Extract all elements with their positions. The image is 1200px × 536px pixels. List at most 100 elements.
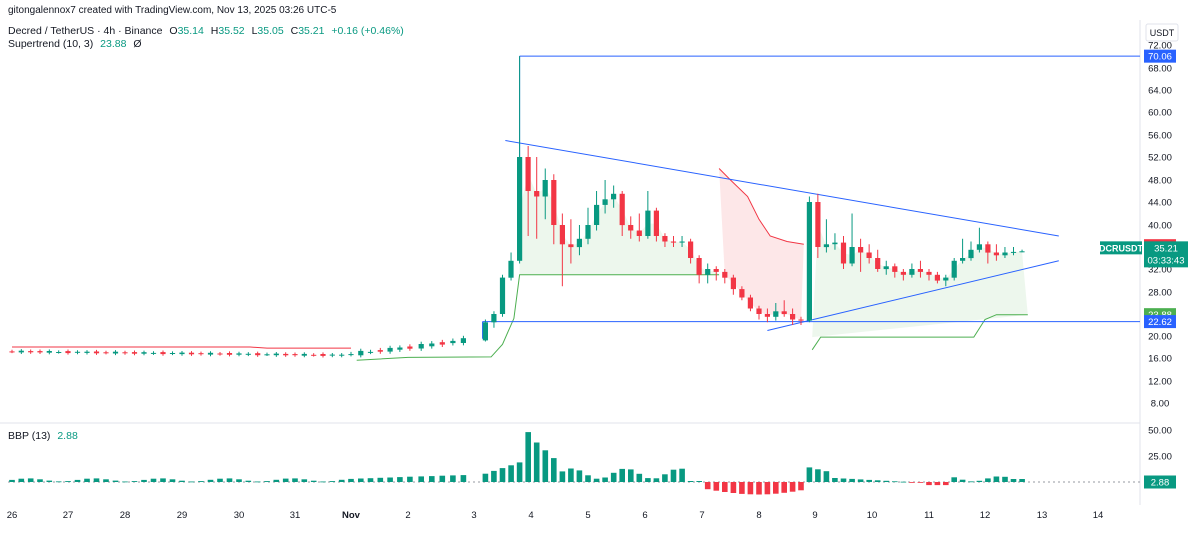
candle-body — [636, 230, 642, 236]
supertrend-line-up — [811, 314, 1028, 351]
bbp-bar — [806, 467, 813, 482]
chart-credit: gitongalennox7 created with TradingView.… — [8, 5, 337, 16]
bbp-bar — [934, 482, 941, 486]
candle-body — [1019, 251, 1025, 253]
bbp-bar — [198, 481, 204, 482]
time-axis-label: 31 — [290, 510, 301, 521]
candle-body — [236, 353, 242, 355]
symbol-legend: Decred / TetherUS · 4h · Binance O35.14 … — [8, 25, 404, 37]
supertrend-fill-up — [519, 174, 720, 275]
bbp-bar — [491, 470, 497, 482]
candle-body — [747, 297, 753, 309]
candle-body — [892, 266, 898, 272]
supertrend-fill-down — [719, 168, 804, 321]
bbp-bar — [662, 474, 668, 482]
candle-body — [730, 277, 736, 290]
candle-body — [491, 314, 497, 323]
open-value: 35.14 — [177, 25, 204, 37]
bbp-bar — [722, 482, 728, 492]
last-price-tag — [1144, 241, 1188, 268]
bbp-bar — [377, 477, 384, 482]
candle-body — [283, 353, 289, 356]
bbp-bar — [18, 478, 25, 482]
bbp-bar — [892, 481, 898, 483]
price-tick-label: 44.00 — [1148, 198, 1172, 209]
candle-body — [858, 247, 864, 253]
bbp-bar — [439, 475, 446, 482]
bbp-bar — [900, 481, 907, 483]
candle-body — [985, 244, 991, 253]
countdown-label: 03:33:43 — [1148, 255, 1185, 266]
candle-body — [739, 289, 745, 298]
candle-body — [926, 271, 932, 275]
candle-body — [1010, 251, 1017, 253]
supertrend-extra: Ø — [133, 38, 142, 50]
bbp-bar — [687, 481, 694, 482]
candle-body — [141, 352, 147, 354]
price-tick-label: 12.00 — [1148, 377, 1172, 388]
time-axis-label: 10 — [867, 510, 878, 521]
candle-body — [517, 157, 523, 261]
bbp-bar — [141, 479, 147, 482]
candle-body — [832, 242, 838, 245]
bbp-bar — [122, 481, 128, 483]
bbp-bar — [679, 468, 685, 482]
candle-body — [764, 314, 770, 317]
price-tag — [1144, 49, 1176, 63]
candle-body — [46, 351, 52, 353]
bbp-bar — [55, 481, 62, 483]
price-tick-label: 64.00 — [1148, 86, 1172, 97]
candle-body — [960, 258, 966, 261]
high-value: 35.52 — [218, 25, 245, 37]
bbp-bar — [320, 481, 326, 483]
time-axis-label: 8 — [756, 510, 761, 521]
candle-body — [179, 352, 185, 355]
candle-body — [883, 266, 889, 270]
bbp-bar — [593, 478, 600, 482]
candle-body — [619, 193, 625, 226]
candle-body — [688, 241, 694, 258]
candle-body — [93, 351, 100, 354]
price-tag-label: 22.62 — [1148, 317, 1172, 328]
candle-body — [840, 242, 847, 264]
bbp-bar — [636, 473, 643, 482]
bbp-bar — [976, 480, 983, 482]
bbp-bar — [670, 469, 677, 482]
time-axis-label: 7 — [699, 510, 704, 521]
candle-body — [292, 354, 298, 356]
candle-body — [160, 352, 166, 355]
supertrend-line-up — [356, 274, 720, 361]
bbp-bar — [781, 482, 787, 493]
candle-body — [525, 157, 531, 191]
time-axis-label: 30 — [234, 510, 245, 521]
candle-body — [198, 353, 204, 355]
price-tick-label: 68.00 — [1148, 64, 1172, 75]
bbp-bar — [358, 478, 364, 482]
candle-body — [976, 244, 982, 250]
bbp-bar — [292, 478, 298, 482]
bbp-bar — [84, 478, 90, 482]
bbp-bar — [542, 450, 549, 482]
price-tick-label: 40.00 — [1148, 221, 1172, 232]
candle-body — [705, 269, 711, 275]
candle-body — [150, 352, 157, 354]
candle-body — [65, 351, 71, 354]
price-tag — [1144, 315, 1176, 329]
candle-body — [131, 352, 138, 354]
candle-body — [207, 352, 214, 355]
candle-body — [722, 271, 728, 278]
bbp-bar — [482, 473, 489, 482]
price-tick-label: 32.00 — [1148, 265, 1172, 276]
bbp-bar — [329, 481, 336, 482]
bbp-bar — [773, 482, 779, 494]
bbp-bar — [112, 480, 119, 482]
bbp-bar — [65, 481, 71, 482]
bbp-bar — [348, 478, 354, 482]
bbp-bar — [551, 458, 557, 482]
candle-body — [551, 180, 557, 225]
time-axis-label: 3 — [471, 510, 476, 521]
candle-body — [320, 354, 326, 356]
bbp-bar — [525, 432, 531, 482]
candle-body — [823, 244, 829, 248]
